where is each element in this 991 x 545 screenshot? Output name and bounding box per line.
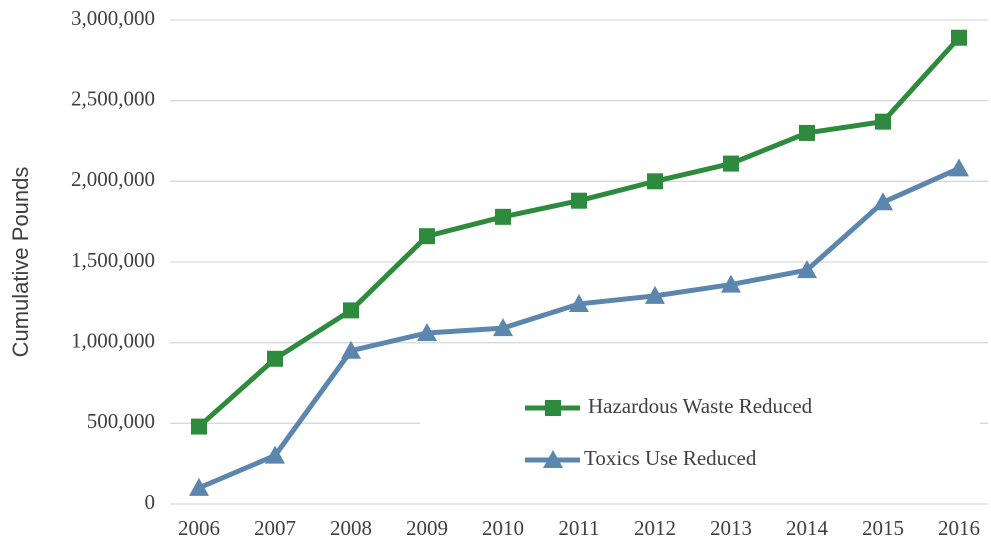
marker [493,318,513,337]
y-tick-label: 2,000,000 [71,167,155,191]
marker [343,302,359,319]
x-tick-label: 2011 [558,516,599,540]
marker [419,228,435,245]
y-tick-label: 1,500,000 [71,248,155,272]
marker [191,418,207,435]
y-tick-label: 0 [145,490,156,514]
x-tick-label: 2016 [938,516,980,540]
marker [721,274,741,293]
marker [417,322,437,341]
marker [569,293,589,312]
x-tick-label: 2012 [634,516,676,540]
legend-label: Hazardous Waste Reduced [588,394,813,418]
marker [797,260,817,279]
marker [189,477,209,496]
marker [647,173,663,190]
x-tick-label: 2013 [710,516,752,540]
x-tick-label: 2006 [178,516,220,540]
marker [545,400,561,416]
y-tick-label: 1,000,000 [71,328,155,352]
marker [873,192,893,211]
y-tick-label: 500,000 [87,409,155,433]
marker [265,445,285,464]
marker [571,192,587,209]
y-axis-title: Cumulative Pounds [8,167,33,358]
y-tick-label: 3,000,000 [71,6,155,30]
marker [949,158,969,177]
marker [495,208,511,225]
x-tick-label: 2010 [482,516,524,540]
marker [875,113,891,130]
legend-box [420,385,980,485]
marker [267,350,283,367]
x-tick-label: 2007 [254,516,296,540]
x-tick-label: 2015 [862,516,904,540]
x-tick-label: 2008 [330,516,372,540]
marker [645,285,665,304]
x-tick-label: 2009 [406,516,448,540]
marker [341,340,361,359]
marker [543,450,563,468]
legend-label: Toxics Use Reduced [584,446,757,470]
marker [723,155,739,172]
y-tick-label: 2,500,000 [71,86,155,110]
series-line [197,36,961,429]
marker [951,29,967,46]
marker [799,124,815,141]
x-tick-label: 2014 [786,516,829,540]
